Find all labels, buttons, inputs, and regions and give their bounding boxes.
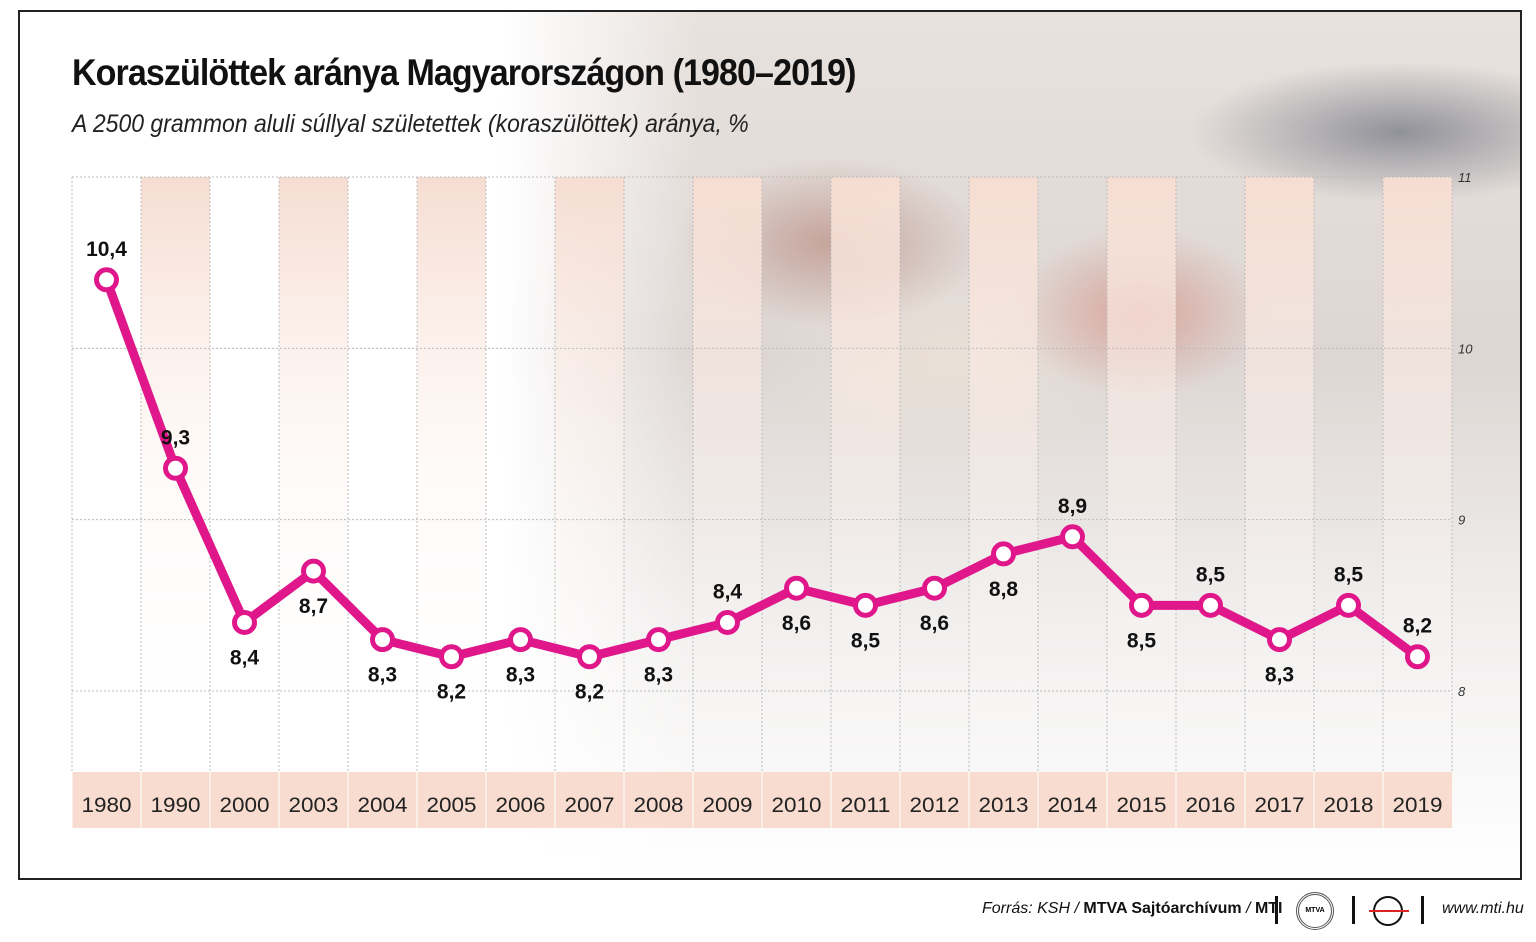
- divider: [1352, 896, 1355, 924]
- data-point: [1060, 524, 1085, 550]
- data-point: [163, 455, 188, 481]
- x-tick-label: 2018: [1324, 794, 1374, 817]
- data-label: 8,5: [1127, 629, 1157, 652]
- divider: [1421, 896, 1424, 924]
- data-label: 8,6: [782, 612, 811, 635]
- source-label: Forrás: KSH / MTVA Sajtóarchívum / MTI: [982, 900, 1283, 918]
- column-band: [555, 177, 624, 771]
- source-mti: MTI: [1254, 900, 1283, 917]
- column-band: [969, 177, 1038, 771]
- data-label: 8,3: [1265, 664, 1294, 687]
- mtva-logo: MTVA: [1296, 892, 1334, 930]
- data-point: [1267, 627, 1292, 653]
- data-label: 8,2: [1403, 615, 1432, 638]
- data-label: 8,3: [506, 664, 535, 687]
- y-tick-label: 8: [1458, 684, 1466, 699]
- data-point: [922, 575, 947, 601]
- footer: Forrás: KSH / MTVA Sajtóarchívum / MTI M…: [0, 888, 1536, 938]
- mti-logo-icon: [1369, 896, 1409, 926]
- x-tick-label: 2005: [427, 794, 477, 817]
- x-tick-label: 2009: [703, 794, 753, 817]
- data-label: 8,5: [1196, 563, 1226, 586]
- data-point: [1336, 592, 1361, 618]
- x-tick-label: 2004: [358, 794, 408, 817]
- data-point: [715, 609, 740, 635]
- chart-title: Koraszülöttek aránya Magyarországon (198…: [72, 52, 856, 93]
- x-tick-label: 2003: [289, 794, 339, 817]
- data-point: [784, 575, 809, 601]
- column-band: [417, 177, 486, 771]
- data-point: [94, 267, 119, 293]
- x-tick-label: 2008: [634, 794, 684, 817]
- data-label: 8,2: [437, 681, 466, 704]
- data-point: [301, 558, 326, 584]
- source-sep: /: [1241, 900, 1255, 917]
- data-label: 10,4: [86, 238, 127, 261]
- data-label: 8,7: [299, 595, 328, 618]
- x-tick-label: 1990: [151, 794, 201, 817]
- x-tick-label: 2006: [496, 794, 546, 817]
- x-tick-label: 2013: [979, 794, 1029, 817]
- column-band: [1245, 177, 1314, 771]
- y-tick-label: 10: [1458, 341, 1473, 356]
- x-tick-label: 2016: [1186, 794, 1236, 817]
- x-tick-label: 2012: [910, 794, 960, 817]
- data-label: 9,3: [161, 426, 190, 449]
- data-point: [370, 627, 395, 653]
- x-tick-label: 2015: [1117, 794, 1167, 817]
- x-tick-label: 2014: [1048, 794, 1098, 817]
- data-point: [991, 541, 1016, 567]
- data-label: 8,3: [368, 664, 397, 687]
- data-point: [646, 627, 671, 653]
- data-point: [1405, 644, 1430, 670]
- data-label: 8,8: [989, 578, 1019, 601]
- data-label: 8,5: [1334, 563, 1364, 586]
- data-label: 8,3: [644, 664, 673, 687]
- column-band: [831, 177, 900, 771]
- data-point: [1129, 592, 1154, 618]
- column-band: [1383, 177, 1452, 771]
- data-point: [439, 644, 464, 670]
- data-label: 8,6: [920, 612, 949, 635]
- x-tick-label: 2019: [1393, 794, 1443, 817]
- data-label: 8,9: [1058, 495, 1087, 518]
- column-band: [1107, 177, 1176, 771]
- website-link[interactable]: www.mti.hu: [1442, 900, 1524, 917]
- chart-subtitle: A 2500 grammon aluli súllyal születettek…: [72, 110, 749, 138]
- x-tick-label: 1980: [82, 794, 132, 817]
- data-point: [577, 644, 602, 670]
- y-tick-label: 11: [1458, 170, 1472, 185]
- column-band: [279, 177, 348, 771]
- data-point: [232, 609, 257, 635]
- x-tick-label: 2011: [841, 794, 891, 817]
- column-band: [693, 177, 762, 771]
- data-label: 8,4: [713, 580, 743, 603]
- data-point: [1198, 592, 1223, 618]
- source-archive: MTVA Sajtóarchívum: [1083, 900, 1242, 917]
- data-label: 8,4: [230, 646, 260, 669]
- x-tick-label: 2007: [565, 794, 615, 817]
- x-tick-label: 2000: [220, 794, 270, 817]
- data-label: 8,5: [851, 629, 881, 652]
- x-tick-label: 2017: [1255, 794, 1305, 817]
- x-tick-label: 2010: [772, 794, 822, 817]
- divider: [1275, 896, 1278, 924]
- data-label: 8,2: [575, 681, 604, 704]
- data-point: [508, 627, 533, 653]
- data-point: [853, 592, 878, 618]
- source-prefix: Forrás: KSH /: [982, 900, 1084, 917]
- y-tick-label: 9: [1458, 513, 1465, 528]
